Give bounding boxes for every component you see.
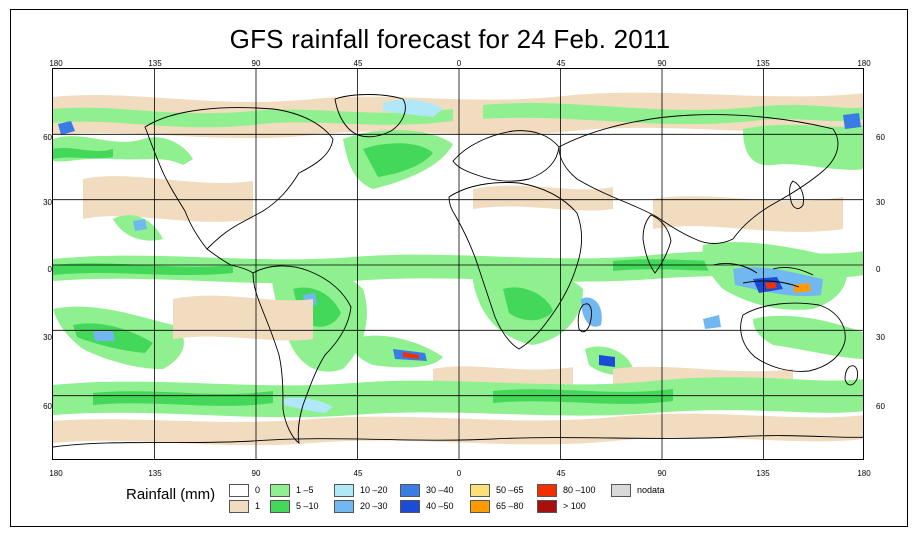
lon-tick-label: 135 xyxy=(756,59,770,68)
legend-label: 50 –65 xyxy=(496,485,524,495)
legend-swatch xyxy=(229,484,249,497)
lon-tick-label: 45 xyxy=(556,59,566,68)
legend-label: 1 xyxy=(255,501,261,511)
lat-tick-label: 60 xyxy=(876,133,885,142)
lat-tick-label: 60 xyxy=(43,402,52,411)
legend-label: nodata xyxy=(637,485,665,495)
lon-tick-label: 135 xyxy=(148,469,162,478)
rainfall-map xyxy=(52,68,864,460)
legend-title: Rainfall (mm) xyxy=(126,486,216,503)
legend-swatch xyxy=(400,484,420,497)
legend-swatch xyxy=(400,500,420,513)
lat-tick-label: 30 xyxy=(876,198,885,207)
lon-tick-label: 180 xyxy=(857,469,871,478)
legend-label: 0 xyxy=(255,485,261,495)
legend-label: 80 –100 xyxy=(563,485,596,495)
legend-swatch xyxy=(334,500,354,513)
rainfall-map-graphic xyxy=(53,69,863,459)
lat-tick-label: 60 xyxy=(43,133,52,142)
lon-tick-label: 135 xyxy=(756,469,770,478)
lat-tick-label: 0 xyxy=(47,265,52,274)
legend-swatch xyxy=(537,500,557,513)
legend-label: 20 –30 xyxy=(360,501,388,511)
lon-tick-label: 90 xyxy=(251,59,261,68)
lon-tick-label: 90 xyxy=(657,59,667,68)
legend-label: 30 –40 xyxy=(426,485,454,495)
rainfall-bands xyxy=(53,92,863,446)
lon-tick-label: 180 xyxy=(49,469,63,478)
lon-tick-label: 45 xyxy=(353,469,363,478)
figure-frame xyxy=(10,9,908,527)
legend-label: 1 –5 xyxy=(296,485,314,495)
legend-label: 65 –80 xyxy=(496,501,524,511)
lon-tick-label: 45 xyxy=(353,59,363,68)
lon-tick-label: 135 xyxy=(148,59,162,68)
lon-tick-label: 0 xyxy=(456,59,462,68)
lon-tick-label: 0 xyxy=(456,469,462,478)
legend-label: > 100 xyxy=(563,501,586,511)
lat-tick-label: 30 xyxy=(43,333,52,342)
legend-swatch xyxy=(270,484,290,497)
graticule xyxy=(53,69,863,459)
lon-tick-label: 180 xyxy=(857,59,871,68)
legend-swatch xyxy=(470,500,490,513)
legend-swatch xyxy=(229,500,249,513)
lat-tick-label: 30 xyxy=(43,198,52,207)
lon-tick-label: 90 xyxy=(657,469,667,478)
legend-label: 5 –10 xyxy=(296,501,319,511)
legend-swatch xyxy=(334,484,354,497)
lon-tick-label: 180 xyxy=(49,59,63,68)
lon-tick-label: 45 xyxy=(556,469,566,478)
legend-swatch xyxy=(537,484,557,497)
land-outlines xyxy=(53,94,863,448)
legend-swatch xyxy=(270,500,290,513)
lat-tick-label: 30 xyxy=(876,333,885,342)
legend-swatch xyxy=(611,484,631,497)
legend-label: 10 –20 xyxy=(360,485,388,495)
lat-tick-label: 60 xyxy=(876,402,885,411)
legend-label: 40 –50 xyxy=(426,501,454,511)
lat-tick-label: 0 xyxy=(876,265,881,274)
map-title: GFS rainfall forecast for 24 Feb. 2011 xyxy=(229,24,671,54)
lon-tick-label: 90 xyxy=(251,469,261,478)
legend-swatch xyxy=(470,484,490,497)
